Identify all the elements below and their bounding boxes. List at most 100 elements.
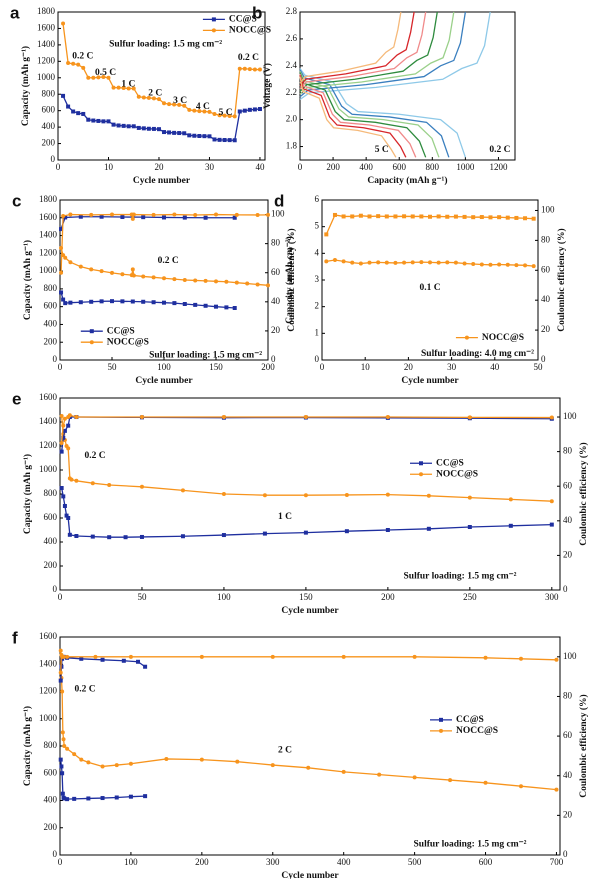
point — [303, 530, 308, 535]
point — [453, 214, 458, 219]
y-axis-title: Capacity (mAh g⁻¹) — [22, 706, 33, 786]
x-axis-title: Cycle number — [281, 871, 339, 879]
point — [89, 267, 94, 272]
point — [549, 415, 554, 420]
panel-label: a — [10, 3, 20, 22]
point — [81, 111, 86, 116]
point — [180, 488, 185, 493]
point — [467, 495, 472, 500]
point — [60, 689, 65, 694]
point — [131, 273, 136, 278]
x-tick-label: 0 — [58, 592, 63, 602]
point — [59, 449, 64, 454]
y-tick-label: 0 — [51, 154, 56, 164]
x-tick-label: 1000 — [456, 162, 475, 172]
point — [162, 300, 166, 305]
y-axis-title: Voltage (V) — [262, 63, 273, 109]
point — [199, 654, 204, 659]
point — [221, 415, 226, 420]
y2-tick-label: 0 — [541, 354, 546, 364]
point — [89, 212, 94, 217]
point — [91, 118, 96, 123]
legend-label: NOCC@S — [436, 469, 478, 479]
y2-tick-label: 80 — [541, 234, 551, 244]
x-tick-label: 10 — [361, 362, 371, 372]
point — [139, 415, 144, 420]
series-line — [60, 415, 552, 502]
point — [177, 102, 182, 107]
annotation: Sulfur loading: 1.5 mg cm⁻² — [404, 572, 517, 582]
point — [324, 259, 329, 264]
legend-label: NOCC@S — [229, 26, 271, 36]
x-tick-label: 0 — [58, 362, 63, 372]
point — [58, 678, 63, 683]
point — [151, 275, 156, 280]
point — [232, 215, 237, 220]
annotation: 2 C — [148, 89, 162, 99]
y2-tick-label: 80 — [271, 238, 281, 248]
point — [203, 303, 208, 308]
point — [453, 260, 458, 265]
y2-tick-label: 20 — [271, 325, 281, 335]
y-tick-label: 200 — [42, 138, 56, 148]
point — [199, 757, 204, 762]
point — [412, 654, 417, 659]
y-tick-label: 1800 — [39, 194, 58, 204]
x-tick-label: 600 — [392, 162, 406, 172]
x-axis-title: Capacity (mAh g⁻¹) — [367, 175, 447, 186]
point — [467, 415, 472, 420]
y2-tick-label: 100 — [563, 651, 577, 661]
point — [72, 796, 77, 801]
point — [136, 659, 141, 664]
y-tick-label: 6 — [315, 194, 320, 204]
y2-tick-label: 0 — [271, 354, 276, 364]
panel: b 0 200 400 600 800 1000 1200 1.8 2.0 2.2 2.4 2.6 2.8… — [252, 3, 516, 186]
point — [222, 113, 227, 118]
point — [156, 97, 161, 102]
legend-marker — [419, 461, 423, 466]
point — [90, 534, 95, 539]
point — [448, 778, 453, 783]
point — [99, 214, 104, 219]
plot-frame — [59, 397, 561, 591]
x-tick-label: 300 — [545, 592, 559, 602]
point — [262, 531, 267, 536]
point — [62, 796, 67, 801]
point — [505, 262, 510, 267]
x-tick-label: 600 — [479, 857, 493, 867]
series-line — [299, 11, 467, 158]
point — [61, 21, 66, 26]
point — [252, 107, 257, 112]
point — [139, 534, 144, 539]
x-tick-label: 800 — [426, 162, 440, 172]
series-line — [299, 11, 415, 158]
annotation: Sulfur loading: 1.5 mg cm⁻² — [414, 839, 527, 849]
y2-tick-label: 0 — [563, 584, 568, 594]
point — [120, 299, 125, 304]
x-tick-label: 20 — [404, 362, 414, 372]
point — [128, 794, 133, 799]
point — [146, 126, 151, 131]
point — [116, 123, 121, 128]
point — [202, 134, 207, 139]
series-line — [299, 11, 402, 158]
y-tick-label: 600 — [44, 767, 58, 777]
panel-label: f — [12, 628, 18, 647]
point — [136, 125, 141, 130]
point — [141, 299, 146, 304]
x-tick-label: 50 — [137, 592, 147, 602]
point — [344, 529, 349, 534]
point — [212, 111, 217, 116]
x-tick-label: 200 — [381, 592, 395, 602]
panel-label: b — [252, 3, 262, 22]
point — [385, 415, 390, 420]
point — [514, 215, 519, 220]
point — [234, 212, 239, 217]
panel: a0 10 20 30 40020040060080010001200140016001… — [10, 3, 271, 186]
point — [367, 260, 372, 265]
point — [214, 304, 218, 309]
legend-marker — [439, 717, 443, 722]
point — [242, 66, 247, 71]
point — [107, 483, 112, 487]
